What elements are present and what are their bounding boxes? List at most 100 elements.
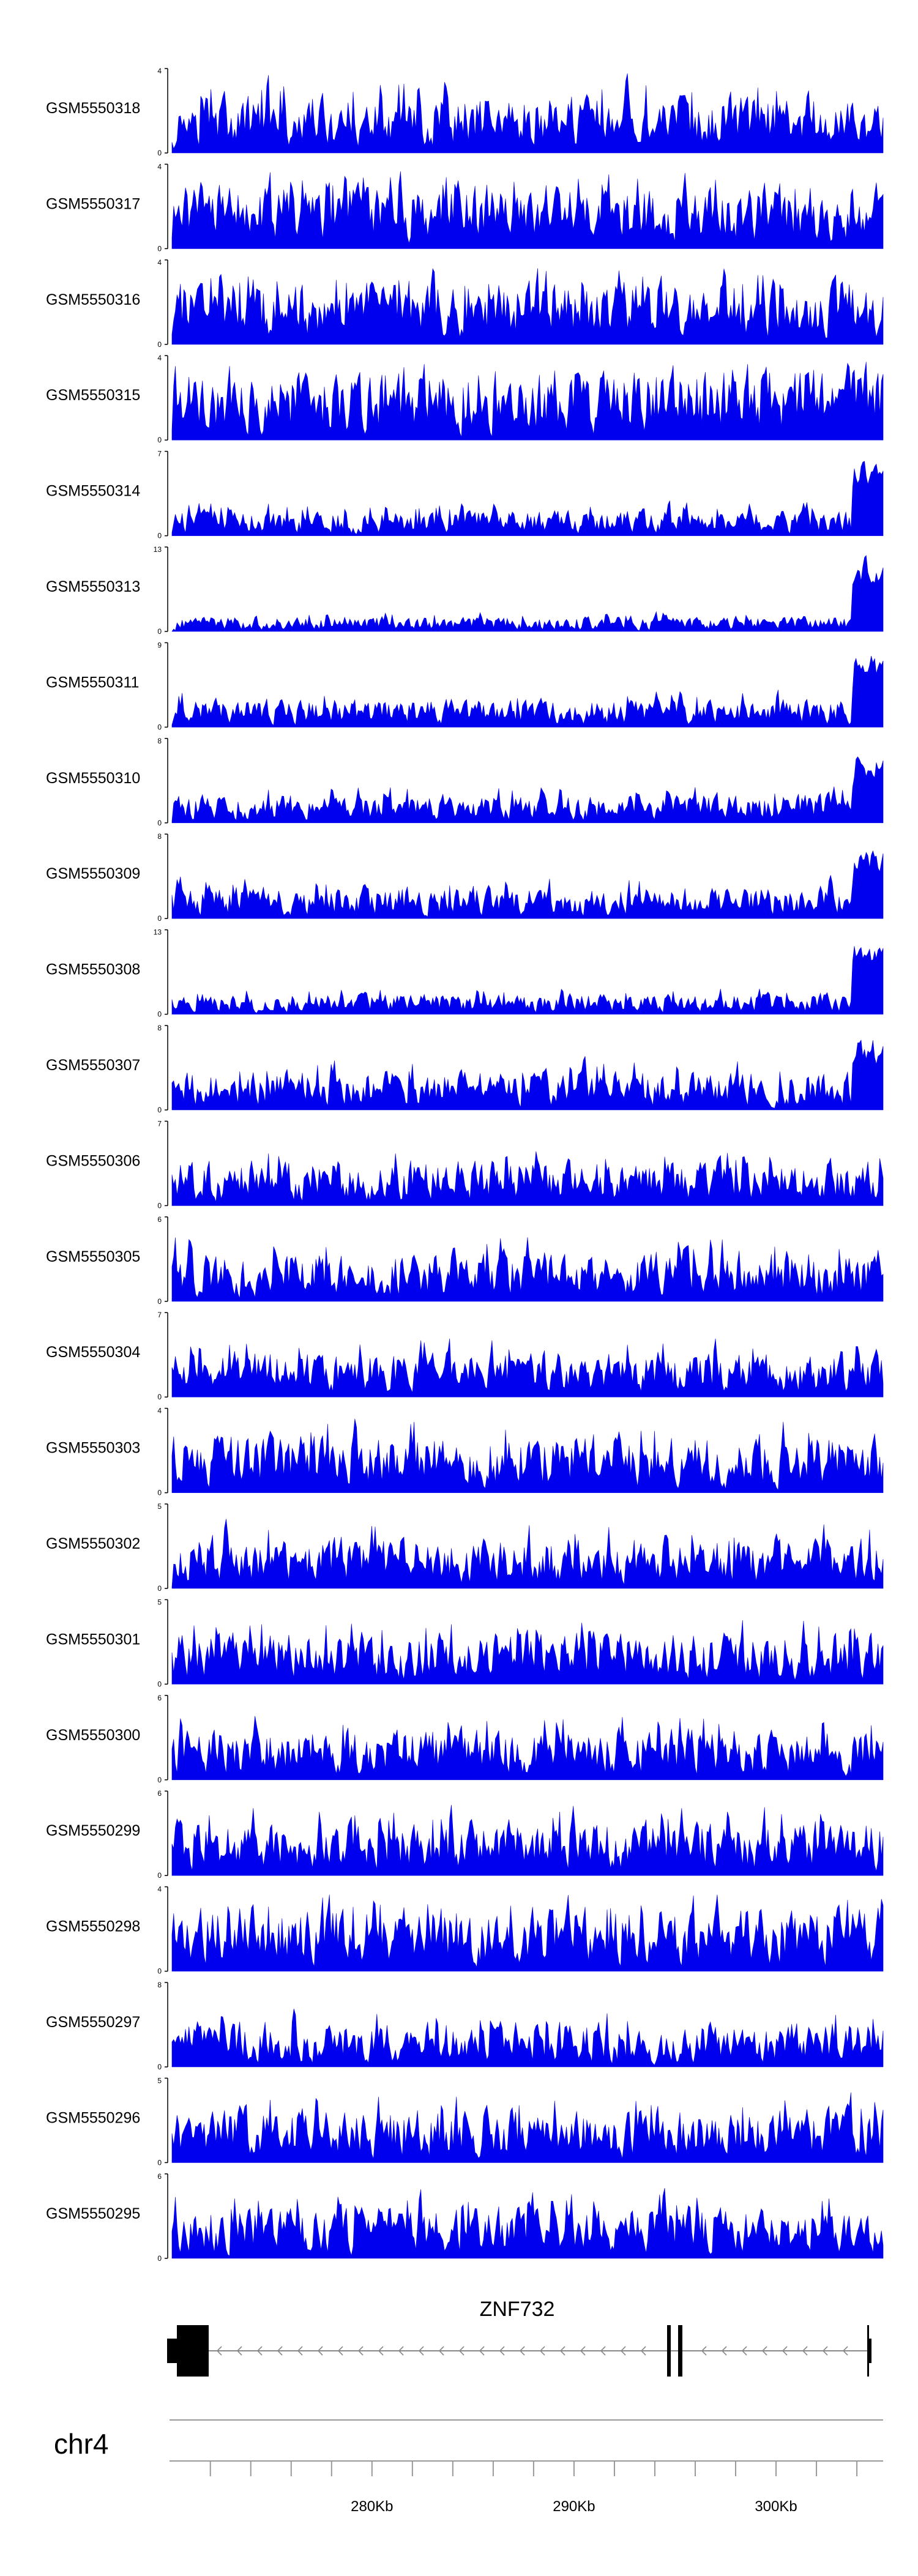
track-label: GSM5550317 [46,195,140,212]
strand-arrow-icon [721,2346,727,2356]
track-ymin-label: 0 [157,1201,162,1210]
track-label: GSM5550309 [46,865,140,882]
coverage-track-GSM5550309: GSM5550309 8 0 [46,832,884,923]
track-label: GSM5550308 [46,961,140,978]
gene-utr-block [868,2339,871,2363]
coverage-area [171,1151,884,1206]
track-ymin-label: 0 [157,2063,162,2071]
strand-arrow-icon [216,2346,222,2356]
track-label: GSM5550313 [46,578,140,595]
chromosome-label: chr4 [54,2428,108,2460]
coverage-area [171,2008,884,2068]
coverage-area [171,1716,884,1781]
track-ymin-label: 0 [157,1967,162,1976]
coverage-track-GSM5550303: GSM5550303 4 0 [46,1407,884,1497]
genome-axis: chr4 280Kb 290Kb 300Kb [54,2419,883,2515]
coverage-tracks: GSM555031840GSM555031740GSM555031640GSM5… [46,67,884,2263]
track-label: GSM5550318 [46,100,140,117]
coverage-track-GSM5550316: GSM5550316 4 0 [46,258,884,349]
track-ymax-label: 5 [157,1502,162,1511]
track-ymin-label: 0 [157,2254,162,2263]
coverage-area [171,756,884,824]
track-ymax-label: 6 [157,2172,162,2181]
coverage-track-GSM5550306: GSM5550306 7 0 [46,1119,884,1210]
strand-arrow-icon [580,2346,586,2356]
track-ymin-label: 0 [157,1106,162,1114]
track-ymin-label: 0 [157,723,162,731]
coverage-area [171,1237,884,1302]
track-label: GSM5550305 [46,1248,140,1265]
track-ymin-label: 0 [157,627,162,636]
coverage-track-GSM5550308: GSM5550308 13 0 [46,928,884,1019]
coverage-track-GSM5550296: GSM5550296 5 0 [46,2076,884,2167]
strand-arrow-icon [822,2346,828,2356]
strand-arrow-icon [620,2346,626,2356]
strand-arrow-icon [761,2346,767,2356]
track-label: GSM5550297 [46,2014,140,2031]
track-label: GSM5550296 [46,2109,140,2126]
gene-exon-block [867,2325,869,2377]
axis-tick-label: 280Kb [351,2498,393,2515]
coverage-track-GSM5550295: GSM5550295 6 0 [46,2172,884,2263]
strand-arrow-icon [519,2346,525,2356]
track-label: GSM5550301 [46,1631,140,1648]
strand-arrow-icon [236,2346,242,2356]
track-label: GSM5550306 [46,1152,140,1169]
coverage-track-GSM5550302: GSM5550302 5 0 [46,1502,884,1593]
strand-arrow-icon [802,2346,808,2356]
track-label: GSM5550298 [46,1918,140,1935]
strand-arrow-icon [398,2346,404,2356]
track-ymin-label: 0 [157,149,162,157]
track-ymax-label: 5 [157,1598,162,1606]
strand-arrow-icon [600,2346,606,2356]
track-label: GSM5550314 [46,483,140,500]
track-ymin-label: 0 [157,1489,162,1497]
coverage-area [171,268,884,345]
track-ymin-label: 0 [157,340,162,349]
coverage-track-GSM5550297: GSM5550297 8 0 [46,1981,884,2071]
coverage-area [171,946,884,1014]
coverage-area [171,461,884,536]
track-ymax-label: 8 [157,832,162,841]
coverage-area [171,362,884,441]
gene-exon-block [667,2325,671,2377]
coverage-area [171,656,884,728]
strand-arrow-icon [277,2346,283,2356]
track-ymax-label: 4 [157,67,162,75]
track-ymax-label: 6 [157,1694,162,1702]
gene-exon-block [177,2325,209,2377]
gene-track: ZNF732 [167,2298,871,2377]
coverage-track-GSM5550314: GSM5550314 7 0 [46,450,884,540]
strand-arrow-icon [701,2346,707,2356]
track-label: GSM5550302 [46,1535,140,1552]
strand-arrow-icon [539,2346,545,2356]
track-label: GSM5550304 [46,1344,140,1361]
track-ymax-label: 4 [157,162,162,171]
track-ymax-label: 4 [157,354,162,362]
coverage-track-GSM5550313: GSM5550313 13 0 [46,545,884,636]
track-ymax-label: 8 [157,1024,162,1032]
gene-exon-block [678,2325,682,2377]
track-ymin-label: 0 [157,819,162,827]
coverage-area [171,1804,884,1876]
strand-arrow-icon [378,2346,384,2356]
coverage-area [171,171,884,249]
track-label: GSM5550300 [46,1727,140,1744]
gene-name-label: ZNF732 [480,2298,555,2321]
track-label: GSM5550303 [46,1440,140,1457]
strand-arrow-icon [317,2346,323,2356]
coverage-track-GSM5550301: GSM5550301 5 0 [46,1598,884,1688]
track-ymax-label: 13 [154,928,162,937]
coverage-area [171,73,884,154]
track-label: GSM5550316 [46,291,140,308]
track-ymin-label: 0 [157,1010,162,1019]
coverage-area [171,2187,884,2259]
track-ymax-label: 8 [157,737,162,745]
strand-arrow-icon [782,2346,788,2356]
track-ymax-label: 6 [157,1215,162,1224]
coverage-track-GSM5550304: GSM5550304 7 0 [46,1311,884,1401]
coverage-track-GSM5550307: GSM5550307 8 0 [46,1024,884,1114]
strand-arrow-icon [842,2346,848,2356]
track-ymin-label: 0 [157,1393,162,1401]
coverage-area [171,2092,884,2163]
